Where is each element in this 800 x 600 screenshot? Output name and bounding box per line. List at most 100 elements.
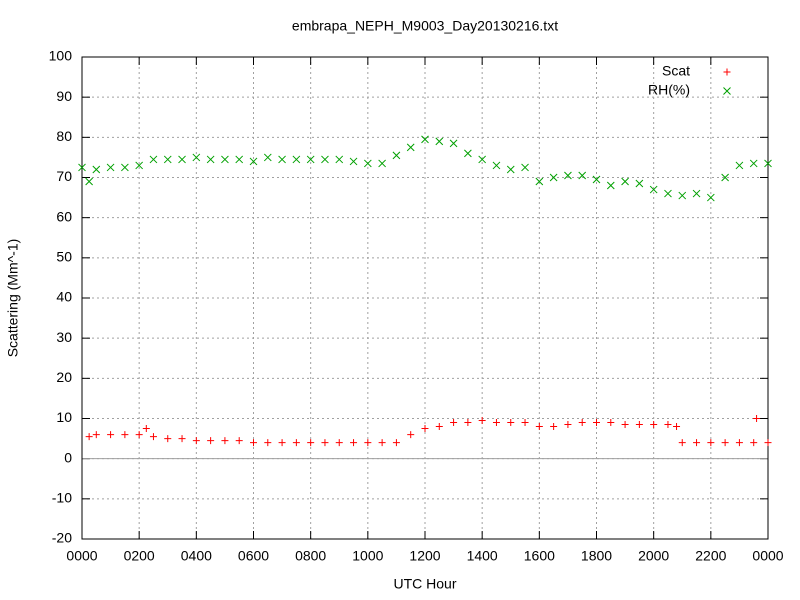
point bbox=[292, 155, 301, 164]
y-tick-label: 10 bbox=[56, 409, 72, 425]
point bbox=[85, 433, 93, 441]
x-tick-label: 1000 bbox=[352, 548, 383, 564]
point bbox=[350, 439, 358, 447]
point bbox=[235, 437, 243, 445]
point bbox=[142, 425, 150, 433]
point bbox=[621, 177, 629, 186]
point bbox=[363, 159, 372, 168]
point bbox=[435, 137, 444, 146]
point bbox=[178, 435, 186, 443]
legend-marker bbox=[723, 87, 731, 95]
point bbox=[135, 431, 143, 439]
point bbox=[450, 419, 458, 427]
point bbox=[564, 171, 572, 180]
point bbox=[550, 423, 558, 431]
point bbox=[478, 155, 487, 164]
y-tick-label: -20 bbox=[52, 530, 72, 546]
point bbox=[606, 181, 615, 190]
point bbox=[753, 415, 761, 422]
point bbox=[406, 143, 415, 152]
point bbox=[149, 155, 158, 164]
x-tick-label: 0000 bbox=[752, 548, 783, 564]
point bbox=[107, 431, 115, 439]
point bbox=[693, 439, 701, 447]
point bbox=[721, 173, 729, 182]
point bbox=[335, 155, 344, 164]
x-tick-label: 2200 bbox=[695, 548, 726, 564]
point bbox=[221, 155, 229, 164]
point bbox=[221, 437, 229, 445]
point bbox=[421, 135, 429, 144]
point bbox=[535, 423, 543, 431]
point bbox=[535, 177, 544, 186]
point bbox=[678, 439, 686, 447]
point bbox=[735, 161, 744, 170]
point bbox=[593, 419, 600, 427]
point bbox=[678, 191, 687, 200]
point bbox=[673, 423, 681, 431]
plot-border bbox=[81, 56, 769, 540]
point bbox=[421, 425, 429, 433]
point bbox=[407, 431, 415, 439]
point bbox=[278, 155, 286, 164]
x-tick-label: 0400 bbox=[181, 548, 212, 564]
point bbox=[635, 421, 643, 429]
point bbox=[635, 179, 644, 188]
point bbox=[578, 171, 587, 180]
x-axis-label: UTC Hour bbox=[393, 576, 456, 592]
point bbox=[692, 189, 701, 198]
point bbox=[378, 159, 386, 168]
point bbox=[707, 439, 715, 447]
point bbox=[364, 439, 372, 447]
point bbox=[521, 419, 529, 427]
point bbox=[235, 155, 244, 164]
point bbox=[735, 439, 743, 447]
point bbox=[321, 155, 329, 164]
point bbox=[306, 155, 315, 164]
point bbox=[92, 165, 101, 174]
point bbox=[307, 439, 315, 447]
x-tick-label: 0000 bbox=[66, 548, 97, 564]
point bbox=[321, 439, 329, 447]
point bbox=[249, 157, 258, 166]
point bbox=[392, 439, 400, 447]
point bbox=[121, 163, 129, 172]
point bbox=[250, 439, 257, 447]
point bbox=[764, 439, 772, 447]
point bbox=[207, 437, 215, 445]
legend-label: Scat bbox=[662, 63, 690, 79]
point bbox=[578, 419, 586, 427]
y-tick-label: 0 bbox=[64, 449, 72, 465]
y-tick-label: 90 bbox=[56, 88, 72, 104]
point bbox=[163, 155, 172, 164]
point bbox=[164, 435, 172, 443]
y-tick-label: 80 bbox=[56, 128, 72, 144]
point bbox=[621, 421, 629, 429]
point bbox=[649, 185, 658, 194]
y-axis-label: Scattering (Mm^-1) bbox=[5, 239, 21, 358]
point bbox=[292, 439, 300, 447]
point bbox=[349, 157, 358, 166]
x-tick-label: 2000 bbox=[638, 548, 669, 564]
point bbox=[206, 155, 215, 164]
point bbox=[78, 163, 86, 172]
point bbox=[106, 163, 115, 172]
point bbox=[149, 433, 157, 441]
point bbox=[449, 139, 458, 148]
point bbox=[392, 151, 401, 160]
point bbox=[507, 419, 515, 427]
x-tick-label: 0200 bbox=[124, 548, 155, 564]
point bbox=[492, 161, 501, 170]
point bbox=[178, 155, 186, 164]
point bbox=[706, 193, 715, 202]
point bbox=[650, 421, 658, 429]
point bbox=[192, 153, 201, 162]
point bbox=[549, 173, 558, 182]
point bbox=[749, 159, 758, 168]
point bbox=[506, 165, 515, 174]
chart-title: embrapa_NEPH_M9003_Day20130216.txt bbox=[292, 18, 558, 34]
y-tick-label: 50 bbox=[56, 249, 72, 265]
legend-marker bbox=[723, 68, 731, 76]
point bbox=[264, 439, 272, 447]
point bbox=[435, 423, 443, 431]
